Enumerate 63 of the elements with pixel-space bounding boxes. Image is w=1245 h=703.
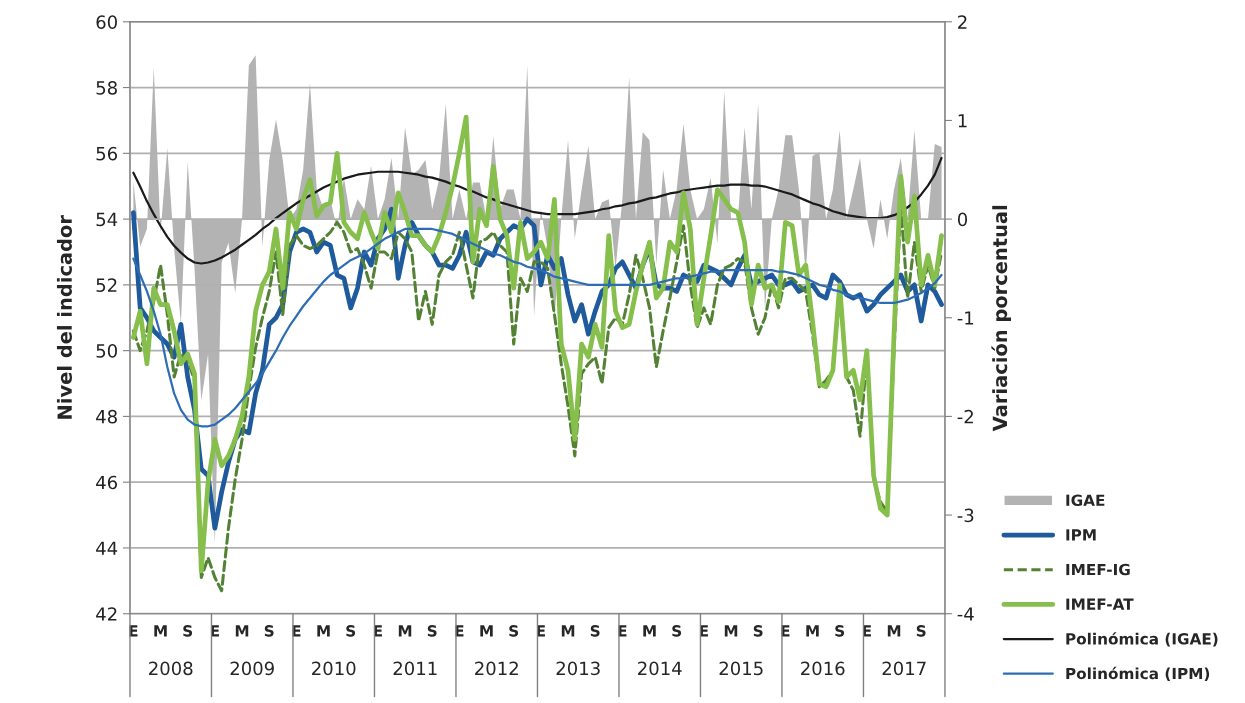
x-tick-label: E	[129, 625, 138, 637]
text: 2012	[475, 661, 518, 676]
x-tick-label: S	[346, 625, 356, 637]
y-tick-label: 48	[96, 409, 117, 424]
x-tick-label: M	[154, 625, 167, 637]
text: 2014	[638, 661, 682, 676]
y2-tick-label: 0	[957, 212, 968, 227]
y-tick-label: 52	[96, 278, 117, 292]
x-tick-label: S	[509, 625, 519, 637]
x-tick-label: M	[724, 625, 738, 637]
x-tick-label: E	[781, 625, 790, 637]
y-tick-label: 50	[96, 344, 117, 358]
text: 2011	[393, 661, 437, 676]
x-tick-label: M	[317, 625, 330, 637]
y2-tick-label: -3	[957, 508, 974, 523]
x-tick-label: M	[235, 625, 249, 637]
y-tick-label: 54	[96, 212, 118, 227]
line-series	[131, 114, 944, 574]
x-tick-label: S	[916, 625, 926, 637]
x-tick-label: M	[398, 625, 412, 637]
text: 2015	[719, 661, 763, 676]
x-tick-label: E	[455, 625, 464, 637]
legend-label: IMEF-IG	[1066, 563, 1130, 576]
y-axis-title: Nivel del indicador	[56, 215, 72, 419]
legend-label: Polinómica (IGAE)	[1066, 632, 1218, 647]
x-tick-label: M	[887, 625, 901, 637]
y2-tick-label: 2	[958, 15, 967, 29]
y-tick-label: 58	[96, 81, 117, 95]
y-tick-label: 46	[96, 475, 118, 490]
x-tick-label: E	[618, 625, 627, 637]
text: 2013	[556, 661, 600, 676]
x-tick-label: S	[835, 625, 845, 637]
legend-label: IPM	[1066, 529, 1096, 541]
line-series	[132, 156, 943, 265]
x-tick-label: M	[643, 625, 656, 637]
y-tick-label: 44	[96, 541, 118, 555]
y-tick-label: 60	[96, 15, 117, 29]
x-tick-label: S	[672, 625, 682, 637]
text: 2016	[801, 661, 845, 676]
y2-tick-label: -1	[957, 311, 974, 325]
legend-label: Polinómica (IPM)	[1066, 666, 1210, 682]
x-tick-label: M	[561, 625, 575, 637]
x-tick-label: M	[480, 625, 493, 637]
text: 2010	[312, 661, 356, 676]
legend-label: IMEF-AT	[1066, 598, 1134, 610]
x-tick-label: E	[292, 625, 301, 637]
text: 2009	[230, 661, 274, 676]
y-tick-label: 56	[96, 146, 118, 161]
y2-tick-label: -4	[957, 607, 974, 621]
text: 2008	[149, 661, 193, 676]
x-tick-label: S	[183, 625, 193, 637]
y2-tick-label: -2	[957, 409, 973, 424]
text: 2017	[882, 661, 926, 676]
x-tick-label: S	[264, 625, 274, 637]
y2-tick-label: 1	[958, 114, 967, 128]
legend-label: IGAE	[1066, 494, 1105, 507]
y2-axis-title: Variación porcentual	[991, 205, 1012, 432]
x-tick-label: S	[590, 625, 600, 637]
x-tick-label: S	[427, 625, 437, 637]
x-tick-label: S	[753, 625, 763, 637]
x-tick-label: M	[806, 625, 819, 637]
line-series	[132, 227, 943, 428]
y-tick-label: 42	[96, 607, 117, 621]
